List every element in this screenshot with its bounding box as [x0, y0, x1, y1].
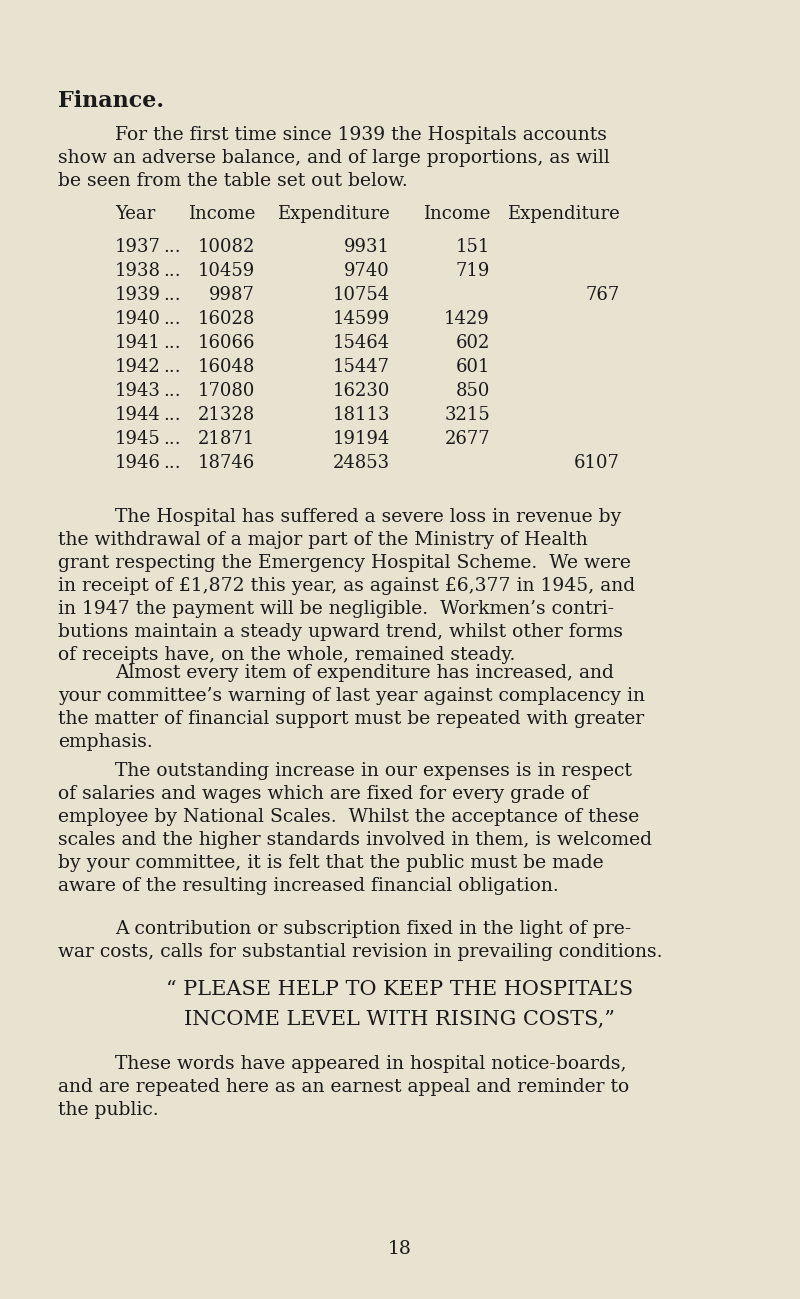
Text: ...: ...	[163, 238, 181, 256]
Text: war costs, calls for substantial revision in prevailing conditions.: war costs, calls for substantial revisio…	[58, 943, 662, 961]
Text: 2677: 2677	[444, 430, 490, 448]
Text: The outstanding increase in our expenses is in respect: The outstanding increase in our expenses…	[115, 763, 632, 779]
Text: ...: ...	[163, 453, 181, 472]
Text: 16048: 16048	[198, 359, 255, 375]
Text: 3215: 3215	[444, 407, 490, 423]
Text: Income: Income	[188, 205, 255, 223]
Text: of receipts have, on the whole, remained steady.: of receipts have, on the whole, remained…	[58, 646, 515, 664]
Text: Almost every item of expenditure has increased, and: Almost every item of expenditure has inc…	[115, 664, 614, 682]
Text: The Hospital has suffered a severe loss in revenue by: The Hospital has suffered a severe loss …	[115, 508, 622, 526]
Text: scales and the higher standards involved in them, is welcomed: scales and the higher standards involved…	[58, 831, 652, 850]
Text: ...: ...	[163, 359, 181, 375]
Text: 1944: 1944	[115, 407, 161, 423]
Text: emphasis.: emphasis.	[58, 733, 153, 751]
Text: Expenditure: Expenditure	[278, 205, 390, 223]
Text: ...: ...	[163, 430, 181, 448]
Text: 16230: 16230	[333, 382, 390, 400]
Text: in 1947 the payment will be negligible.  Workmen’s contri-: in 1947 the payment will be negligible. …	[58, 600, 614, 618]
Text: ...: ...	[163, 407, 181, 423]
Text: INCOME LEVEL WITH RISING COSTS,”: INCOME LEVEL WITH RISING COSTS,”	[185, 1011, 615, 1029]
Text: 10082: 10082	[198, 238, 255, 256]
Text: your committee’s warning of last year against complacency in: your committee’s warning of last year ag…	[58, 687, 645, 705]
Text: 21328: 21328	[198, 407, 255, 423]
Text: ...: ...	[163, 334, 181, 352]
Text: 719: 719	[456, 262, 490, 281]
Text: 16066: 16066	[198, 334, 255, 352]
Text: the public.: the public.	[58, 1102, 158, 1118]
Text: 850: 850	[456, 382, 490, 400]
Text: 1940: 1940	[115, 310, 161, 329]
Text: 151: 151	[456, 238, 490, 256]
Text: Finance.: Finance.	[58, 90, 164, 112]
Text: 16028: 16028	[198, 310, 255, 329]
Text: aware of the resulting increased financial obligation.: aware of the resulting increased financi…	[58, 877, 558, 895]
Text: Income: Income	[422, 205, 490, 223]
Text: 21871: 21871	[198, 430, 255, 448]
Text: A contribution or subscription fixed in the light of pre-: A contribution or subscription fixed in …	[115, 920, 631, 938]
Text: 15447: 15447	[333, 359, 390, 375]
Text: 6107: 6107	[574, 453, 620, 472]
Text: 17080: 17080	[198, 382, 255, 400]
Text: 18746: 18746	[198, 453, 255, 472]
Text: 9931: 9931	[344, 238, 390, 256]
Text: 1429: 1429	[444, 310, 490, 329]
Text: show an adverse balance, and of large proportions, as will: show an adverse balance, and of large pr…	[58, 149, 610, 168]
Text: 14599: 14599	[333, 310, 390, 329]
Text: 601: 601	[455, 359, 490, 375]
Text: be seen from the table set out below.: be seen from the table set out below.	[58, 171, 408, 190]
Text: These words have appeared in hospital notice-boards,: These words have appeared in hospital no…	[115, 1055, 626, 1073]
Text: the withdrawal of a major part of the Ministry of Health: the withdrawal of a major part of the Mi…	[58, 531, 588, 549]
Text: 602: 602	[456, 334, 490, 352]
Text: 1943: 1943	[115, 382, 161, 400]
Text: grant respecting the Emergency Hospital Scheme.  We were: grant respecting the Emergency Hospital …	[58, 553, 631, 572]
Text: 1945: 1945	[115, 430, 161, 448]
Text: ...: ...	[163, 262, 181, 281]
Text: 9987: 9987	[209, 286, 255, 304]
Text: butions maintain a steady upward trend, whilst other forms: butions maintain a steady upward trend, …	[58, 624, 623, 640]
Text: 1946: 1946	[115, 453, 161, 472]
Text: 19194: 19194	[333, 430, 390, 448]
Text: Expenditure: Expenditure	[507, 205, 620, 223]
Text: by your committee, it is felt that the public must be made: by your committee, it is felt that the p…	[58, 853, 604, 872]
Text: 767: 767	[586, 286, 620, 304]
Text: ...: ...	[163, 310, 181, 329]
Text: 18: 18	[388, 1241, 412, 1257]
Text: 1941: 1941	[115, 334, 161, 352]
Text: 10459: 10459	[198, 262, 255, 281]
Text: the matter of financial support must be repeated with greater: the matter of financial support must be …	[58, 711, 644, 727]
Text: 1939: 1939	[115, 286, 161, 304]
Text: 1942: 1942	[115, 359, 161, 375]
Text: 9740: 9740	[344, 262, 390, 281]
Text: 18113: 18113	[333, 407, 390, 423]
Text: Year: Year	[115, 205, 155, 223]
Text: 10754: 10754	[333, 286, 390, 304]
Text: “ PLEASE HELP TO KEEP THE HOSPITAL’S: “ PLEASE HELP TO KEEP THE HOSPITAL’S	[166, 979, 634, 999]
Text: 1938: 1938	[115, 262, 161, 281]
Text: in receipt of £1,872 this year, as against £6,377 in 1945, and: in receipt of £1,872 this year, as again…	[58, 577, 635, 595]
Text: and are repeated here as an earnest appeal and reminder to: and are repeated here as an earnest appe…	[58, 1078, 630, 1096]
Text: ...: ...	[163, 382, 181, 400]
Text: 1937: 1937	[115, 238, 161, 256]
Text: 15464: 15464	[333, 334, 390, 352]
Text: of salaries and wages which are fixed for every grade of: of salaries and wages which are fixed fo…	[58, 785, 589, 803]
Text: 24853: 24853	[333, 453, 390, 472]
Text: employee by National Scales.  Whilst the acceptance of these: employee by National Scales. Whilst the …	[58, 808, 639, 826]
Text: ...: ...	[163, 286, 181, 304]
Text: For the first time since 1939 the Hospitals accounts: For the first time since 1939 the Hospit…	[115, 126, 607, 144]
